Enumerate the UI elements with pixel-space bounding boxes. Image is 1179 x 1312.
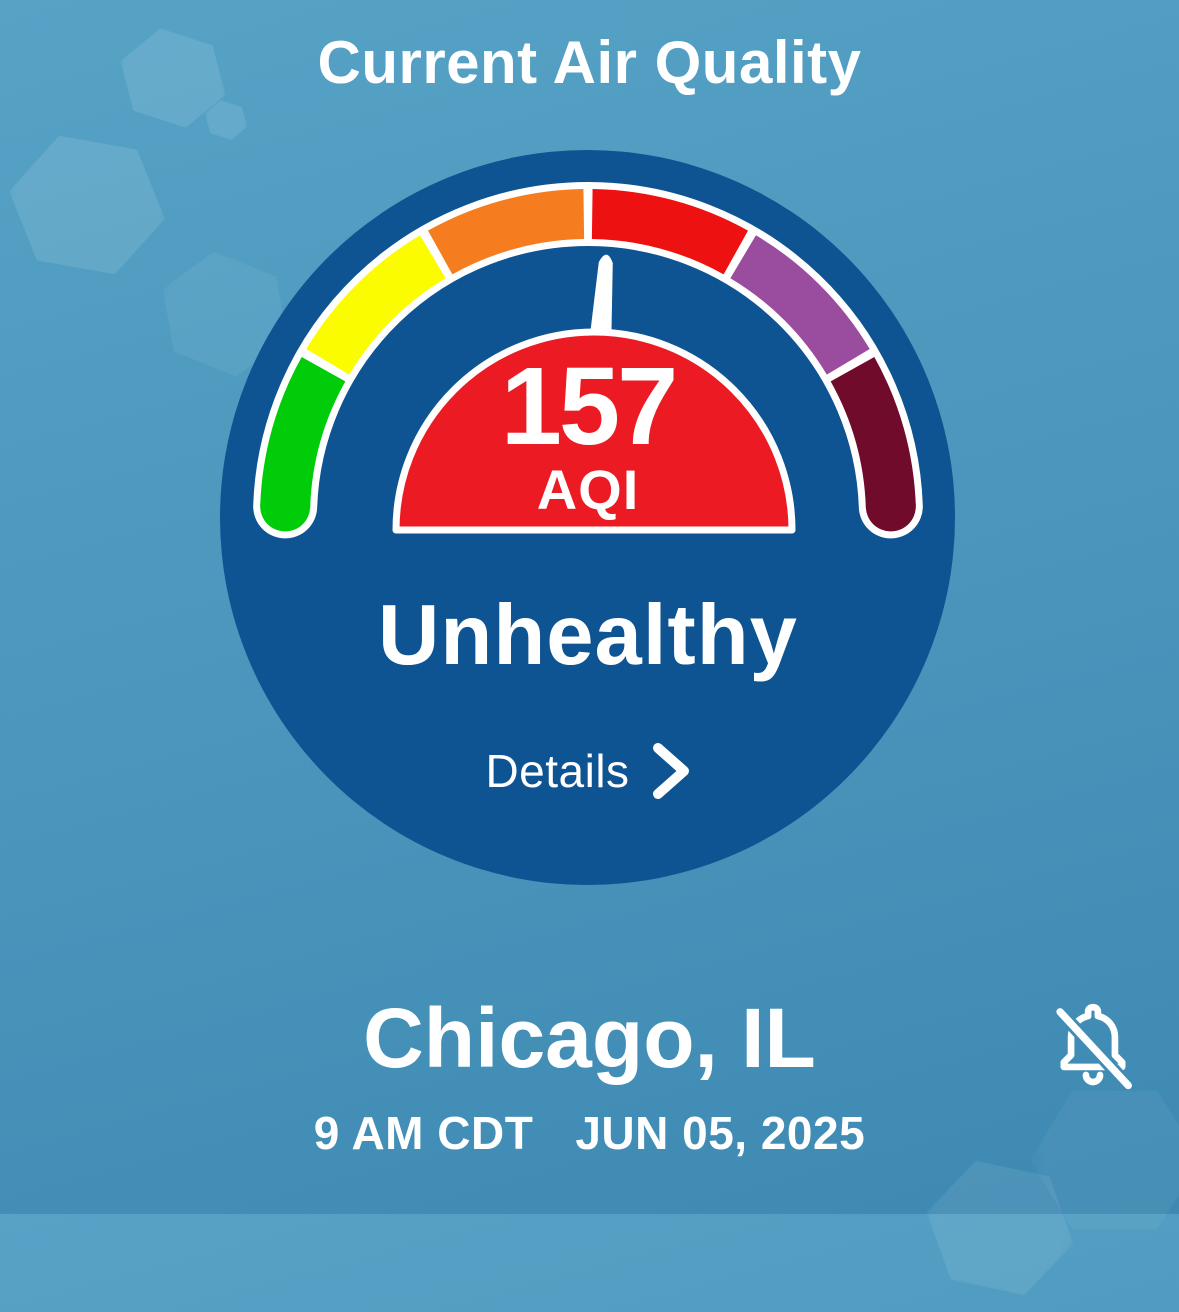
notifications-toggle-button[interactable] [1046, 996, 1140, 1092]
gauge-start-cap [260, 481, 311, 532]
location-name: Chicago, IL [363, 991, 816, 1085]
details-label: Details [485, 745, 630, 797]
gauge-segment-unhealthy-sensitive-groups [427, 189, 585, 275]
aqi-unit-label: AQI [536, 458, 640, 521]
observation-time: 9 AM CDT [313, 1107, 534, 1159]
gauge-segment-unhealthy [591, 189, 749, 275]
gauge-end-cap [865, 481, 916, 532]
page-title: Current Air Quality [317, 29, 862, 96]
observation-date: JUN 05, 2025 [575, 1107, 866, 1159]
gauge-track-outline [253, 182, 923, 539]
bell-clapper [1082, 1071, 1104, 1086]
bell-slash [1056, 1008, 1132, 1090]
gauge-segment-moderate [306, 235, 447, 376]
air-quality-widget: Current Air Quality 157 AQI Unhealthy De… [0, 0, 1179, 1214]
observation-datetime: 9 AM CDT JUN 05, 2025 [0, 1106, 1179, 1160]
chevron-right-icon [650, 740, 694, 802]
aqi-category: Unhealthy [378, 588, 798, 683]
bell-outline [1060, 1003, 1126, 1071]
bell-off-icon [1046, 1003, 1140, 1096]
gauge-value-dome [392, 328, 796, 534]
details-link[interactable]: Details [0, 740, 1179, 802]
gauge-segment-very-unhealthy [729, 235, 870, 376]
aqi-value: 157 [500, 345, 679, 468]
aqi-gauge [253, 182, 923, 539]
